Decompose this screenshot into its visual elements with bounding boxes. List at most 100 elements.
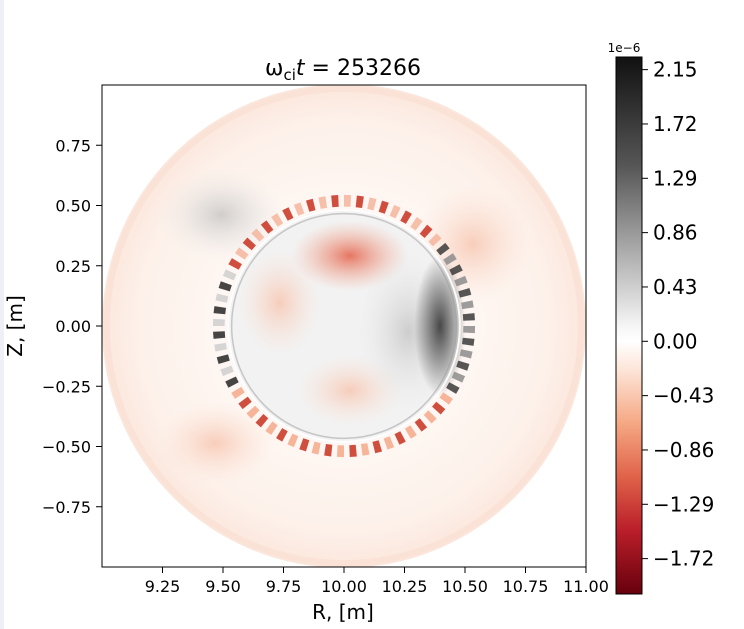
- colorbar-tick-label: 2.15: [653, 58, 698, 82]
- ripple-segment: [324, 443, 333, 457]
- ripple-segment: [282, 207, 294, 221]
- y-tick-label: 0.00: [55, 317, 91, 336]
- edge-band: [103, 85, 585, 567]
- ripple-segment: [414, 418, 428, 432]
- y-tick-label: −0.25: [42, 377, 91, 396]
- ripple-segment: [344, 194, 352, 207]
- ripple-segment: [461, 337, 475, 346]
- ripple-segment: [459, 349, 473, 359]
- x-tick-label: 11.00: [563, 577, 609, 596]
- ripple-segment: [443, 253, 457, 266]
- ripple-segment: [213, 306, 227, 315]
- ripple-segment: [299, 438, 310, 452]
- ripple-segment: [228, 258, 242, 270]
- ripple-segment: [235, 247, 249, 260]
- ripple-segment: [276, 428, 288, 442]
- colorbar-tick-label: −0.43: [653, 384, 714, 408]
- colorbar-tick-label: −0.86: [653, 438, 714, 462]
- ripple-segment: [461, 300, 474, 310]
- ripple-segment: [214, 342, 227, 352]
- ring-shadow: [230, 212, 458, 440]
- ripple-segment: [355, 195, 364, 209]
- x-tick-label: 10.50: [442, 577, 488, 596]
- ripple-segment: [265, 421, 278, 435]
- x-axis-label: R, [m]: [312, 600, 374, 624]
- y-axis-label: Z, [m]: [3, 295, 27, 357]
- ripple-segment: [449, 264, 463, 276]
- ripple-segment: [311, 441, 321, 455]
- ripple-segment: [222, 269, 237, 281]
- ripple-segment: [238, 396, 252, 410]
- right-dark-band: [414, 255, 466, 397]
- ripple-segment: [432, 401, 446, 415]
- chart-title: ωcit = 253266: [265, 56, 421, 84]
- window-edge: [0, 0, 4, 629]
- ripple-segment: [305, 198, 316, 212]
- ripple-segment: [372, 440, 383, 454]
- y-tick-label: −0.50: [42, 438, 91, 457]
- ripple-segment: [451, 371, 466, 383]
- ripple-segment: [428, 233, 442, 247]
- ripple-segment: [446, 382, 460, 394]
- colorbar-tick-label: 0.43: [653, 275, 698, 299]
- ripple-segment: [378, 200, 389, 214]
- ripple-segment: [400, 210, 412, 224]
- ring-highlight: [227, 209, 461, 443]
- colorbar-tick-label: 1.72: [653, 112, 698, 136]
- colorbar-tick-label: 1.29: [653, 166, 698, 190]
- ripple-segment: [394, 431, 406, 445]
- ripple-segment: [231, 386, 245, 399]
- ripple-segment: [215, 293, 229, 303]
- x-tick-label: 9.25: [145, 577, 181, 596]
- ripple-segment: [462, 313, 475, 321]
- ripple-segment: [404, 425, 417, 439]
- ripple-segment: [331, 195, 339, 208]
- ripple-segment: [419, 224, 433, 238]
- ripple-segment: [225, 376, 239, 388]
- ripple-segment: [216, 354, 230, 365]
- outer-pink-lobe: [156, 402, 274, 484]
- ripple-segment: [458, 287, 472, 298]
- ripple-segment: [271, 213, 284, 227]
- ripple-segment: [213, 331, 226, 339]
- ripple-segment: [218, 281, 232, 292]
- ripple-segment: [456, 360, 470, 371]
- ripple-segment: [242, 237, 256, 251]
- ripple-segment: [436, 242, 450, 256]
- ripple-segment: [220, 365, 234, 377]
- colorbar-tick-label: −1.29: [653, 492, 714, 516]
- x-tick-label: 9.50: [205, 577, 241, 596]
- ripple-segment: [349, 444, 357, 457]
- y-tick-label: 0.25: [55, 257, 91, 276]
- x-tick-label: 10.00: [321, 577, 367, 596]
- ripple-segment: [212, 318, 225, 326]
- x-tick-label: 9.75: [266, 577, 302, 596]
- plot-area: [102, 85, 586, 567]
- x-tick-label: 10.25: [382, 577, 428, 596]
- ripple-segment: [251, 228, 265, 242]
- ripple-segment: [260, 220, 274, 234]
- ripple-segment: [360, 443, 370, 456]
- ripple-segment: [423, 410, 437, 424]
- y-tick-label: −0.75: [42, 498, 91, 517]
- ripple-segment: [318, 196, 328, 209]
- colorbar-tick-label: −1.72: [653, 547, 714, 571]
- outer-grey-lobe: [156, 168, 286, 262]
- ripple-segment: [439, 392, 453, 405]
- y-axis: 0.75 0.50 0.25 0.00 −0.25 −0.50 −0.75: [42, 136, 102, 517]
- ripple-segment: [410, 217, 423, 231]
- ripple-segment: [287, 433, 299, 448]
- colorbar-tick-label: 0.86: [653, 221, 698, 245]
- inner-pink-lobe: [238, 249, 321, 356]
- ripple-segment: [246, 405, 260, 419]
- ripple-segment: [255, 414, 269, 428]
- ripple-segment: [336, 445, 344, 458]
- x-axis: 9.25 9.50 9.75 10.00 10.25 10.50 10.75 11.00: [145, 567, 609, 596]
- y-tick-label: 0.50: [55, 197, 91, 216]
- ripple-segment: [383, 436, 395, 450]
- ripple-segment: [367, 197, 377, 211]
- ripple-segment: [389, 204, 401, 219]
- ripple-segment: [463, 326, 476, 334]
- colorbar-offset-label: 1e−6: [608, 41, 641, 55]
- colorbar: [615, 56, 643, 595]
